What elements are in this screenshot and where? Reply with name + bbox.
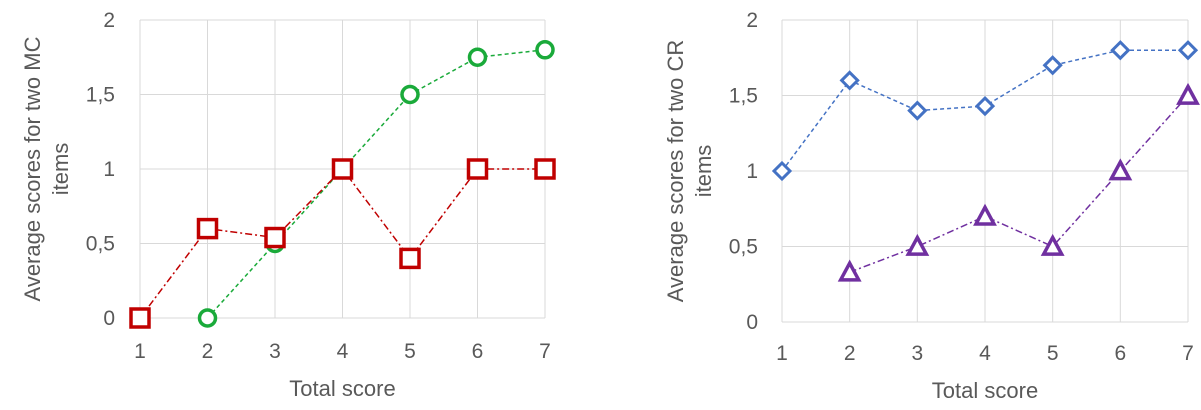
x-tick-label: 7: [1182, 342, 1194, 365]
y-tick-label: 2: [746, 9, 758, 32]
y-tick-label: 0: [103, 307, 115, 330]
y-axis-title-line: Average scores for two MC: [20, 36, 45, 301]
x-tick-label: 2: [202, 340, 214, 363]
data-point-triangle: [1108, 158, 1133, 181]
x-tick-label: 3: [269, 340, 281, 363]
y-axis-title-line: items: [48, 143, 73, 196]
series-line: [206, 49, 546, 319]
cr-items-chart: 0 0,5 1 1,5 2 1 2 3 4 5 6 7 Total score Average score…: [663, 9, 1200, 403]
data-point-diamond: [1110, 40, 1131, 61]
y-axis-title: Average scores for two MC items: [20, 36, 73, 301]
data-point-circle: [400, 84, 420, 105]
data-point-triangle: [1040, 233, 1065, 256]
data-point-diamond: [1177, 40, 1199, 61]
y-tick-label: 0,5: [729, 236, 758, 259]
data-point-circle: [197, 308, 218, 328]
y-axis-title-line: Average scores for two CR: [663, 40, 688, 302]
y-tick-label: 0,5: [86, 233, 115, 256]
data-point-diamond: [771, 160, 793, 182]
x-tick-label: 5: [1047, 342, 1059, 365]
data-point-square: [399, 247, 421, 270]
x-tick-label: 1: [134, 340, 146, 363]
x-axis-title: Total score: [932, 378, 1038, 403]
y-tick-label: 1,5: [86, 84, 115, 107]
data-point-diamond: [1042, 55, 1063, 76]
y-axis-title: Average scores for two CR items: [663, 40, 716, 302]
data-point-circle: [535, 40, 555, 60]
x-axis-title: Total score: [289, 376, 395, 401]
x-tick-label: 7: [539, 340, 551, 363]
data-point-diamond: [974, 95, 996, 117]
x-tick-label: 4: [979, 342, 991, 365]
y-tick-label: 0: [746, 311, 758, 334]
x-tick-label: 6: [472, 340, 484, 363]
data-point-circle: [467, 47, 488, 67]
y-tick-label: 1: [103, 158, 115, 181]
mc-items-chart: 0 0,5 1 1,5 2 1 2 3 4 5 6 7 Total score Average score…: [20, 9, 556, 401]
y-axis-title-line: items: [691, 145, 716, 198]
data-point-square: [331, 158, 354, 180]
data-point-triangle: [973, 203, 997, 226]
data-point-diamond: [839, 70, 860, 91]
x-tick-label: 6: [1114, 342, 1126, 365]
data-point-square: [196, 217, 219, 240]
x-tick-label: 3: [911, 342, 923, 365]
y-tick-label: 1: [746, 160, 758, 183]
x-tick-label: 5: [404, 340, 416, 363]
x-tick-label: 4: [337, 340, 349, 363]
data-point-square: [534, 158, 556, 180]
data-point-square: [129, 307, 151, 329]
y-tick-label: 1,5: [729, 85, 758, 108]
y-tick-label: 2: [103, 9, 115, 32]
x-tick-label: 1: [776, 342, 788, 365]
data-point-square: [466, 158, 489, 180]
series-line: [849, 94, 1189, 273]
data-point-triangle: [1176, 82, 1200, 105]
data-point-triangle: [905, 233, 930, 256]
data-point-triangle: [837, 259, 862, 282]
x-tick-label: 2: [844, 342, 856, 365]
data-point-square: [264, 226, 286, 249]
data-point-diamond: [907, 100, 928, 121]
